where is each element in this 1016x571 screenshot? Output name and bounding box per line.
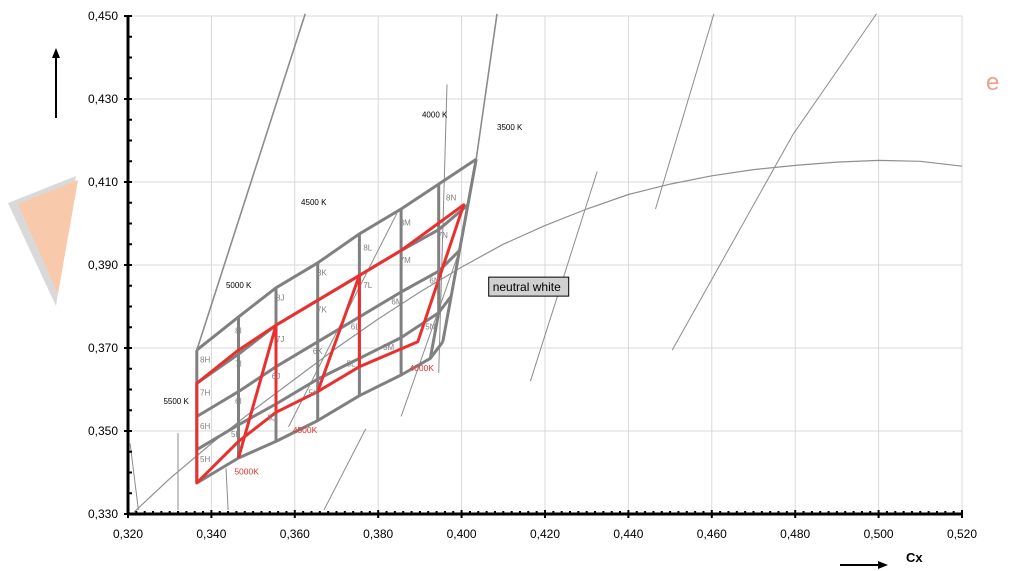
bin-label-7J: 7J (276, 335, 284, 344)
isotherm-line-7 (475, 13, 498, 160)
cct-label-3: 4000 K (422, 111, 448, 120)
watermark-triangle (18, 180, 78, 294)
bin-label-6N: 6N (429, 277, 439, 286)
watermark: e (8, 69, 999, 306)
isotherm-line-11 (655, 13, 715, 210)
bin-label-8H: 8H (200, 356, 210, 365)
bin-label-8M: 8M (400, 219, 411, 228)
planckian-locus (133, 159, 963, 513)
y-tick-label-2: 0,370 (88, 341, 118, 355)
bin-label-5J: 5J (268, 414, 276, 423)
x-tick-label-1: 0,340 (196, 527, 226, 541)
cct-label-4: 3500 K (497, 123, 523, 132)
y-tick-label-5: 0,430 (88, 92, 118, 106)
bin-label-7M: 7M (400, 256, 411, 265)
cct-label-1: 5000 K (226, 281, 252, 290)
gray-bin-column-6 (428, 184, 441, 359)
chart-labels: 8I 8J 8K 8L 8M 8N 8H 7I 7J 7K 7L 7M 7N 7H 6I 6J 6K 6L 6M 6N… (163, 111, 570, 477)
x-tick-label-5: 0,420 (530, 527, 560, 541)
bin-label-6L: 6L (351, 322, 360, 331)
x-axis-title: Cx (906, 550, 923, 565)
gray-bin-column-7 (441, 158, 478, 343)
x-tick-label-6: 0,440 (613, 527, 643, 541)
gray-bin-row-3 (196, 295, 453, 451)
bin-label-5I: 5I (231, 430, 238, 439)
isotherm-lines (129, 13, 877, 511)
red-outline-boundary (195, 203, 466, 485)
red-cct-label-1: 4500K (293, 425, 318, 435)
red-bin-outline (195, 203, 466, 485)
isotherm-line-6 (400, 250, 460, 417)
isotherm-line-0 (129, 443, 139, 510)
bin-label-7L: 7L (363, 281, 372, 290)
y-tick-label-4: 0,410 (88, 175, 118, 189)
gray-bin-row-0 (195, 157, 478, 352)
x-tick-label-0: 0,320 (113, 527, 143, 541)
bin-label-8I: 8I (235, 326, 242, 335)
y-tick-label-0: 0,330 (88, 507, 118, 521)
bin-label-6I: 6I (235, 397, 242, 406)
bin-label-7I: 7I (235, 360, 242, 369)
cct-label-0: 5500 K (163, 397, 189, 406)
bin-label-5H: 5H (200, 455, 210, 464)
cct-label-2: 4500 K (301, 198, 327, 207)
axes: Cx 0,330 0,350 0,370 0,390 0,410 0,430 0,450 0,… (52, 9, 977, 569)
red-inner-line-0 (237, 324, 278, 459)
x-tick-label-3: 0,380 (363, 527, 393, 541)
bin-label-6M: 6M (391, 297, 402, 306)
red-cct-label-2: 4000K (409, 363, 434, 373)
isotherm-line-3 (225, 468, 229, 510)
annotation-box (488, 276, 570, 297)
bin-label-7H: 7H (200, 389, 210, 398)
bin-label-6J: 6J (272, 372, 280, 381)
isotherm-line-2 (196, 13, 306, 351)
isotherm-line-8 (438, 84, 448, 373)
red-cct-label-0: 5000K (234, 467, 259, 477)
isotherm-line-5 (323, 428, 367, 511)
x-tick-label-2: 0,360 (280, 527, 310, 541)
gray-bin-row-4 (196, 340, 444, 485)
x-arrow-head (878, 561, 888, 569)
red-inner-line-2 (316, 274, 361, 393)
bin-label-8L: 8L (363, 243, 372, 252)
x-tick-label-9: 0,500 (864, 527, 894, 541)
bin-label-8K: 8K (317, 268, 327, 277)
x-tick-label-8: 0,480 (780, 527, 810, 541)
gray-bin-grid (195, 157, 478, 485)
bin-label-7N: 7N (438, 231, 448, 240)
y-tick-label-1: 0,350 (88, 424, 118, 438)
y-arrow-head (52, 48, 60, 58)
watermark-letter: e (986, 69, 999, 96)
bin-label-7K: 7K (317, 306, 327, 315)
isotherm-line-10 (671, 134, 794, 351)
y-tick-label-6: 0,450 (88, 9, 118, 23)
grid (127, 15, 963, 515)
x-tick-label-4: 0,400 (447, 527, 477, 541)
bin-label-5M: 5M (383, 343, 394, 352)
isotherm-line-12 (792, 13, 877, 135)
bin-label-5L: 5L (347, 360, 356, 369)
bin-label-6H: 6H (200, 422, 210, 431)
x-tick-label-10: 0,520 (947, 527, 977, 541)
bin-label-5N: 5N (425, 322, 435, 331)
bin-label-8N: 8N (446, 194, 456, 203)
planckian-locus-line (133, 159, 963, 513)
x-tick-label-7: 0,460 (697, 527, 727, 541)
isotherm-line-9 (529, 171, 598, 382)
y-tick-label-3: 0,390 (88, 258, 118, 272)
bin-label-6K: 6K (313, 347, 323, 356)
bin-label-5K: 5K (309, 389, 319, 398)
annotation-text: neutral white (493, 280, 561, 294)
bin-label-8J: 8J (276, 293, 284, 302)
